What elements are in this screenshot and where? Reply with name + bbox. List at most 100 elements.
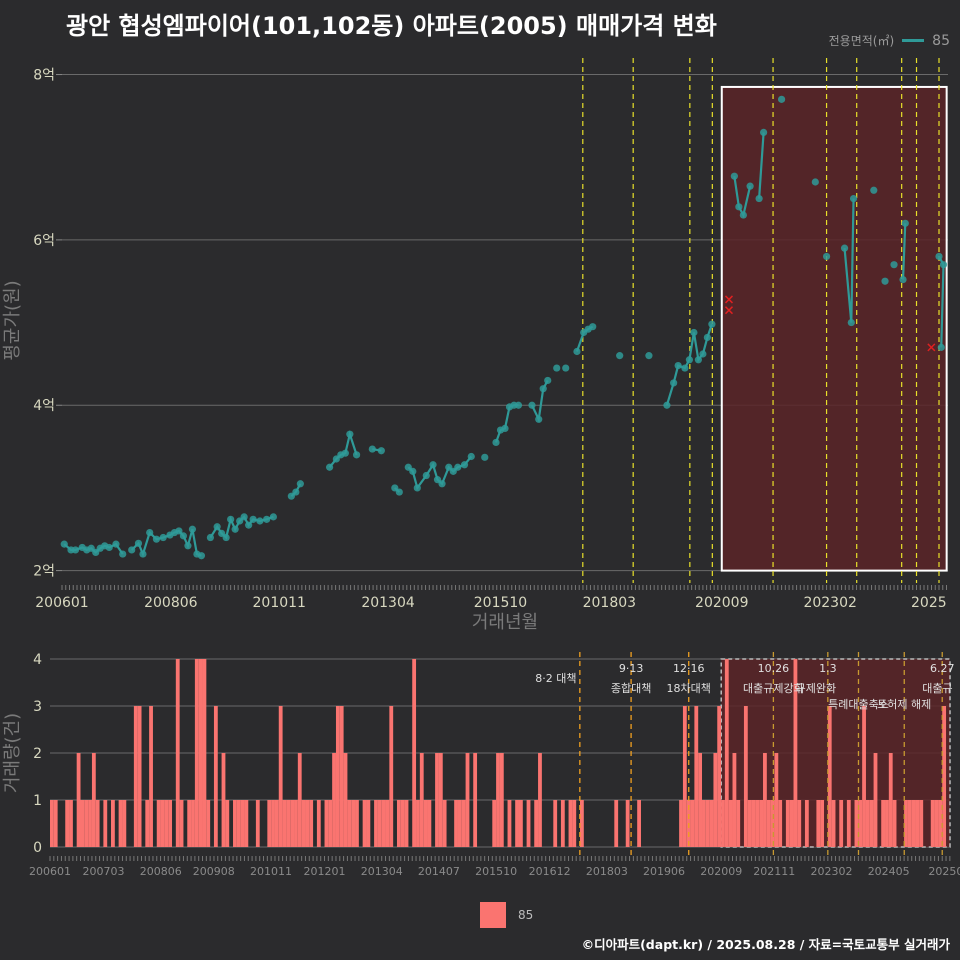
- x-tick-label: 201011: [253, 595, 306, 611]
- volume-bar: [187, 800, 192, 847]
- volume-bar: [233, 800, 237, 847]
- volume-bar: [305, 800, 310, 847]
- price-point: [112, 540, 120, 548]
- volume-bar: [175, 659, 180, 847]
- volume-bar: [236, 800, 241, 847]
- x-tick-label: 202302: [803, 595, 856, 611]
- volume-bar: [694, 706, 699, 847]
- policy-date-label: 9·13: [619, 662, 644, 675]
- volume-bar: [274, 800, 279, 847]
- price-point: [105, 543, 113, 552]
- price-point: [269, 513, 277, 521]
- volume-bar: [930, 800, 935, 847]
- volume-bar: [766, 800, 771, 847]
- price-point: [663, 401, 671, 409]
- legend-bottom: 85: [480, 902, 533, 928]
- volume-bar: [717, 706, 722, 847]
- policy-date-label: 12·16: [673, 662, 705, 675]
- price-point: [422, 471, 430, 480]
- price-point: [413, 484, 421, 492]
- legend-bar-swatch: [480, 902, 506, 928]
- legend-top: 전용면적(㎡) 85: [829, 32, 950, 49]
- price-point: [60, 540, 68, 548]
- price-point: [535, 415, 543, 423]
- volume-bar: [473, 753, 478, 847]
- price-point: [438, 480, 446, 488]
- legend-series-label: 85: [932, 32, 950, 49]
- volume-bar: [103, 800, 108, 847]
- price-point: [377, 447, 385, 455]
- volume-bar: [942, 706, 947, 847]
- price-point: [352, 451, 361, 459]
- volume-bar: [682, 706, 687, 847]
- x-tick-label: 202009: [695, 595, 748, 611]
- volume-bar: [709, 800, 714, 847]
- vol-y-tick-label: 1: [33, 793, 42, 809]
- volume-bar: [145, 800, 150, 847]
- price-point: [670, 379, 678, 387]
- volume-bar: [278, 706, 283, 847]
- price-point: [514, 401, 523, 409]
- volume-bar: [938, 800, 943, 847]
- volume-bar: [65, 800, 70, 847]
- volume-bar: [149, 706, 153, 847]
- price-point: [159, 533, 167, 542]
- volume-bar: [637, 800, 642, 847]
- volume-bar: [377, 800, 382, 847]
- volume-bar: [301, 800, 306, 847]
- volume-bar: [297, 753, 302, 847]
- volume-bar: [553, 800, 558, 847]
- price-point: [935, 252, 943, 261]
- volume-bar: [427, 800, 432, 847]
- y-tick-label: 2억: [33, 564, 55, 580]
- policy-date-label: 6.27: [930, 662, 955, 675]
- volume-bar: [461, 800, 466, 847]
- price-point: [501, 424, 509, 432]
- volume-bar: [534, 800, 539, 847]
- vol-x-tick-label: 202111: [753, 865, 795, 878]
- x-tick-label: 200601: [35, 595, 88, 611]
- volume-bar: [374, 800, 378, 847]
- price-point: [409, 467, 417, 475]
- highlight-region: [720, 85, 948, 572]
- price-point: [553, 364, 561, 372]
- policy-date-label: 1.3: [819, 662, 837, 675]
- volume-bar: [442, 800, 447, 847]
- volume-bar: [816, 800, 821, 847]
- price-point: [703, 333, 711, 342]
- price-point: [128, 546, 136, 554]
- price-point: [730, 172, 738, 180]
- vol-x-tick-label: 201612: [529, 865, 571, 878]
- policy-text-label: 대출규제강화: [743, 682, 804, 695]
- price-point: [467, 452, 475, 461]
- volume-bar: [915, 800, 920, 847]
- volume-bar: [122, 800, 127, 847]
- price-point: [840, 244, 849, 252]
- volume-bar: [213, 706, 218, 847]
- legend-title: 전용면적(㎡): [828, 34, 895, 48]
- price-chart: 2억 4억 6억 8억 200601 200806 201011 201304 201510 20…: [2, 58, 948, 633]
- volume-bar: [907, 800, 912, 847]
- price-point: [256, 517, 264, 525]
- volume-bar: [736, 800, 741, 847]
- price-point: [179, 532, 188, 540]
- volume-bar: [267, 800, 272, 847]
- volume-bar: [69, 800, 73, 847]
- volume-bar: [797, 800, 802, 847]
- volume-bar: [778, 800, 783, 847]
- price-point: [481, 453, 489, 461]
- price-point: [562, 364, 570, 372]
- price-point: [292, 488, 300, 496]
- volume-bar: [732, 753, 737, 847]
- price-point: [939, 261, 948, 269]
- price-point: [341, 449, 349, 457]
- volume-bar: [846, 800, 851, 847]
- x-tick-label: 201510: [474, 595, 527, 611]
- price-point: [685, 356, 693, 364]
- price-point: [822, 252, 831, 261]
- price-point: [213, 523, 221, 531]
- volume-bar: [343, 753, 348, 847]
- price-point: [429, 461, 437, 469]
- volume-bar: [869, 800, 874, 847]
- volume-bar: [347, 800, 352, 847]
